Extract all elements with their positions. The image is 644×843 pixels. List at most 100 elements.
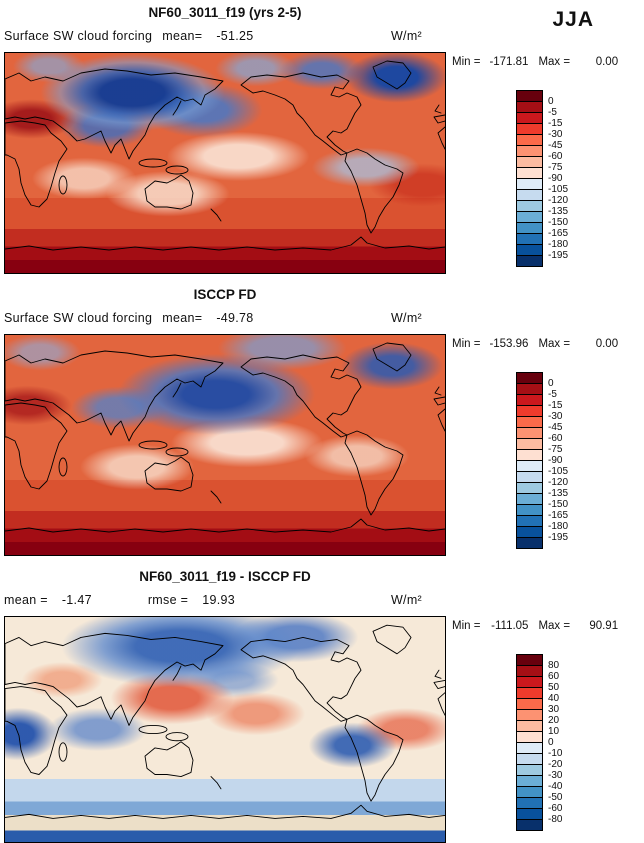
colorbar-swatch (517, 168, 542, 179)
colorbar-swatch (517, 135, 542, 146)
min-label: Min = (452, 338, 481, 350)
rmse-value: 19.93 (202, 593, 235, 607)
colorbar-swatch (517, 190, 542, 201)
colorbar-swatch (517, 461, 542, 472)
max-value: 0.00 (595, 338, 619, 350)
colorbar-tick-label: -120 (548, 195, 569, 206)
panel-model-left: NF60_3011_f19 (yrs 2-5) Surface SW cloud… (0, 0, 452, 274)
colorbar-tick-label: -75 (548, 162, 563, 173)
mean-label: mean = (4, 593, 48, 607)
colorbar-tick-label: 80 (548, 660, 560, 671)
units-label: W/m² (390, 311, 422, 325)
panel-obs-legend: Min = -153.96 Max = 0.00 0 -5 -15 -30 -45 -60… (452, 282, 642, 556)
colorbar-tick-label: -180 (548, 521, 569, 532)
colorbar-swatch (517, 798, 542, 809)
colorbar-swatch (517, 223, 542, 234)
max-value: 90.91 (589, 620, 619, 632)
colorbar-tick-label: -135 (548, 206, 569, 217)
colorbar-swatch (517, 384, 542, 395)
colorbar-tick-label: 60 (548, 671, 560, 682)
coastline-overlay (5, 60, 445, 251)
colorbar-swatch (517, 201, 542, 212)
colorbar-tick-label: -60 (548, 433, 563, 444)
colorbar-tick-label: -40 (548, 781, 563, 792)
colorbar-swatch (517, 245, 542, 256)
colorbar-tick-label: -80 (548, 814, 563, 825)
colorbar-swatch (517, 538, 542, 548)
colorbar-tick-label: -60 (548, 803, 563, 814)
max-label: Max = (538, 620, 571, 632)
max-label: Max = (538, 338, 571, 350)
colorbar-swatch (517, 395, 542, 406)
colorbar-tick-label: -15 (548, 118, 563, 129)
stats-row: mean = -1.47 rmse = 19.93 W/m² (0, 588, 452, 616)
season-label: JJA (552, 8, 594, 31)
colorbar-swatch (517, 439, 542, 450)
colorbar-tick-label: -120 (548, 477, 569, 488)
min-label: Min = (452, 620, 481, 632)
colorbar-swatch (517, 406, 542, 417)
panel-obs-left: ISCCP FD Surface SW cloud forcing mean= … (0, 282, 452, 556)
colorbar-swatch (517, 417, 542, 428)
colorbar-tick-label: -20 (548, 759, 563, 770)
colorbar-tick-label: -165 (548, 510, 569, 521)
colorbar-tick-label: -90 (548, 173, 563, 184)
colorbar-swatch (517, 677, 542, 688)
max-label: Max = (538, 56, 571, 68)
colorbar-tick-label: -195 (548, 532, 569, 543)
panel-title: NF60_3011_f19 - ISCCP FD (139, 569, 311, 584)
colorbar-swatch (517, 505, 542, 516)
colorbar-tick-label: -180 (548, 239, 569, 250)
panel-obs: ISCCP FD Surface SW cloud forcing mean= … (0, 282, 644, 556)
colorbar: 80 60 50 40 30 20 10 0 -10 -20 -30 -40 -50 -60 -80 (516, 654, 642, 831)
units-label: W/m² (390, 593, 422, 607)
panel-diff-left: NF60_3011_f19 - ISCCP FD mean = -1.47 rm… (0, 564, 452, 843)
colorbar-tick-label: -45 (548, 140, 563, 151)
colorbar-tick-label: -195 (548, 250, 569, 261)
colorbar-swatch (517, 809, 542, 820)
mean-value: -49.78 (216, 311, 254, 325)
colorbar-swatch (517, 234, 542, 245)
colorbar-tick-label: -165 (548, 228, 569, 239)
panel-title: ISCCP FD (193, 287, 257, 302)
colorbar-tick-label: -105 (548, 466, 569, 477)
colorbar-swatch (517, 450, 542, 461)
colorbar-tick-label: 40 (548, 693, 560, 704)
colorbar-swatch (517, 91, 542, 102)
colorbar-tick-label: 0 (548, 96, 554, 107)
colorbar: 0 -5 -15 -30 -45 -60 -75 -90 -105 -120 -135 -150 -16… (516, 90, 642, 267)
colorbar-tick-label: 20 (548, 715, 560, 726)
minmax-row: Min = -153.96 Max = 0.00 (452, 338, 642, 350)
colorbar-tick-label: -5 (548, 107, 557, 118)
colorbar-tick-label: -10 (548, 748, 563, 759)
mean-value: -1.47 (61, 593, 92, 607)
minmax-row: Min = -111.05 Max = 90.91 (452, 620, 642, 632)
colorbar-tick-label: -60 (548, 151, 563, 162)
colorbar-swatch (517, 256, 542, 266)
colorbar-swatch (517, 146, 542, 157)
colorbar-tick-label: 30 (548, 704, 560, 715)
min-value: -153.96 (489, 338, 529, 350)
panel-model-legend: Min = -171.81 Max = 0.00 0 -5 -15 -30 -45 -60… (452, 0, 642, 274)
colorbar-swatch (517, 483, 542, 494)
colorbar-swatch (517, 743, 542, 754)
colorbar-swatch (517, 373, 542, 384)
colorbar-swatch (517, 428, 542, 439)
colorbar-tick-label: -50 (548, 792, 563, 803)
stats-row: Surface SW cloud forcing mean= -49.78 W/… (0, 306, 452, 334)
max-value: 0.00 (595, 56, 619, 68)
colorbar-swatch (517, 113, 542, 124)
colorbar: 0 -5 -15 -30 -45 -60 -75 -90 -105 -120 -135 -150 -16… (516, 372, 642, 549)
world-map-obs (4, 334, 446, 556)
colorbar-swatch (517, 157, 542, 168)
min-label: Min = (452, 56, 481, 68)
panel-title: NF60_3011_f19 (yrs 2-5) (148, 5, 302, 20)
world-map-diff (4, 616, 446, 843)
colorbar-swatch (517, 516, 542, 527)
colorbar-swatch (517, 688, 542, 699)
colorbar-tick-label: -90 (548, 455, 563, 466)
colorbar-swatch (517, 124, 542, 135)
colorbar-swatch (517, 710, 542, 721)
colorbar-tick-label: -150 (548, 499, 569, 510)
